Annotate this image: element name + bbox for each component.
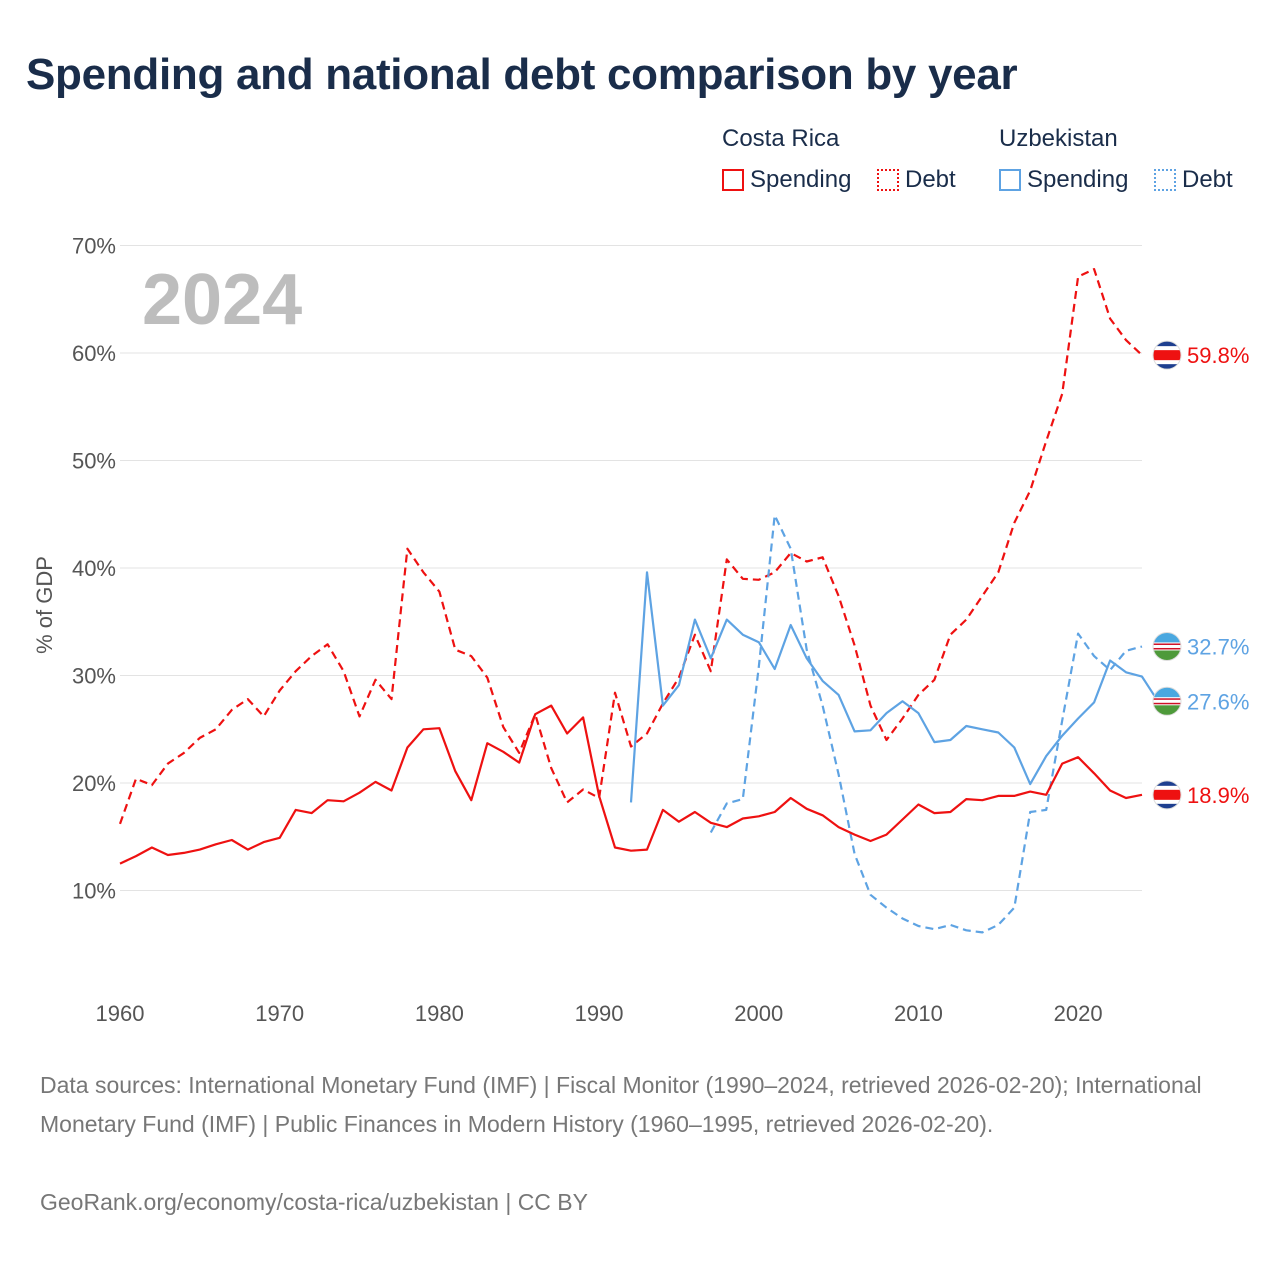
- legend-label: Debt: [905, 166, 956, 193]
- y-tick-label: 40%: [72, 556, 116, 581]
- end-value-label: 18.9%: [1187, 783, 1249, 808]
- end-labels: 59.8% 18.9% 32.7% 27.6%: [1152, 340, 1249, 810]
- page-title: Spending and national debt comparison by…: [26, 50, 1018, 99]
- legend-group-costa-rica: Costa Rica: [722, 125, 840, 152]
- series-line-uzbekistan-debt: [709, 514, 1143, 934]
- y-tick-label: 60%: [72, 341, 116, 366]
- legend-swatch-dotted: [877, 169, 899, 191]
- series: [118, 268, 1159, 934]
- legend-costa-rica-spending[interactable]: Spending: [722, 166, 851, 194]
- end-value-label: 59.8%: [1187, 343, 1249, 368]
- year-watermark: 2024: [142, 260, 302, 340]
- y-axis-ticks: 10% 20% 30% 40% 50% 60% 70%: [72, 234, 116, 904]
- series-line-costa-rica-debt: [118, 268, 1143, 825]
- y-tick-label: 70%: [72, 234, 116, 259]
- data-sources: Data sources: International Monetary Fun…: [40, 1072, 1202, 1138]
- y-axis-label: % of GDP: [32, 556, 57, 654]
- line-chart: 2024 10%20%30%40%50%60%70% 1960 1970 1980 1…: [32, 234, 1249, 1027]
- x-tick-label: 1970: [255, 1001, 304, 1026]
- legend-label: Spending: [750, 166, 852, 193]
- legend-swatch-dotted: [1154, 169, 1176, 191]
- x-tick-label: 1960: [96, 1001, 145, 1026]
- x-axis-ticks: 1960 1970 1980 1990 2000 2010 2020: [96, 1001, 1103, 1026]
- costa-rica-flag-icon: [1152, 780, 1182, 810]
- legend-group-uzbekistan: Uzbekistan: [999, 125, 1118, 152]
- legend-label: Debt: [1182, 166, 1233, 193]
- series-line-costa-rica-spending: [119, 704, 1143, 865]
- gridlines: [120, 245, 1142, 891]
- legend-label: Spending: [1027, 166, 1129, 193]
- legend-uzbekistan-spending[interactable]: Spending: [999, 166, 1128, 194]
- series-line-uzbekistan-spending: [629, 571, 1159, 803]
- y-tick-label: 20%: [72, 771, 116, 796]
- costa-rica-flag-icon: [1152, 340, 1182, 370]
- uzbekistan-flag-icon: [1152, 686, 1182, 716]
- legend-swatch-solid: [999, 169, 1021, 191]
- x-tick-label: 2000: [734, 1001, 783, 1026]
- legend-uzbekistan-debt[interactable]: Debt: [1154, 166, 1233, 194]
- end-value-label: 32.7%: [1187, 634, 1249, 659]
- x-tick-label: 1990: [575, 1001, 624, 1026]
- end-value-label: 27.6%: [1187, 689, 1249, 714]
- legend-swatch-solid: [722, 169, 744, 191]
- y-tick-label: 50%: [72, 449, 116, 474]
- y-tick-label: 30%: [72, 664, 116, 689]
- legend-costa-rica-debt[interactable]: Debt: [877, 166, 956, 194]
- x-tick-label: 2010: [894, 1001, 943, 1026]
- x-tick-label: 2020: [1054, 1001, 1103, 1026]
- uzbekistan-flag-icon: [1152, 631, 1182, 661]
- x-tick-label: 1980: [415, 1001, 464, 1026]
- credit-link[interactable]: GeoRank.org/economy/costa-rica/uzbekista…: [40, 1189, 588, 1215]
- y-tick-label: 10%: [72, 879, 116, 904]
